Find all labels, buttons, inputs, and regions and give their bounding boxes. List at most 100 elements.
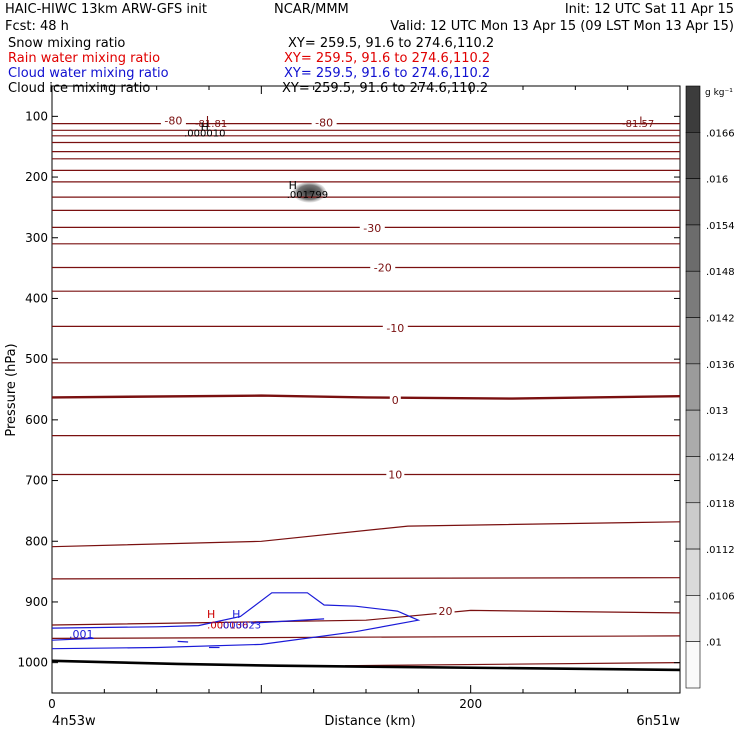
model-title: HAIC-HIWC 13km ARW-GFS init [5,2,207,17]
colorbar-tick-7: .0124 [706,452,735,463]
isotherm-23 [345,662,681,667]
y-tick-label: 100 [25,109,48,123]
contour-label-bg [160,113,186,126]
valid-time: Valid: 12 UTC Mon 13 Apr 15 (09 LST Mon … [390,19,734,34]
plot-frame [51,85,681,694]
y-tick-label: 300 [25,231,48,245]
y-tick-label: 700 [25,474,48,488]
isotherm-label-0: -80 [164,115,182,128]
extremum-0: L [206,114,213,127]
cloud-water-contour-2 [177,640,189,643]
colorbar-swatch-4 [685,270,701,318]
colorbar-swatch-7 [685,409,701,457]
y-tick-label: 200 [25,170,48,184]
y-tick-label: 800 [25,534,48,548]
extremum-5: .000010 [184,129,225,140]
y-tick-label: 600 [25,413,48,427]
isotherm-label-4: -10 [386,322,404,335]
colorbar-swatch-11 [685,595,701,642]
extremum-4: H [201,121,209,134]
cloud-water-contour-0 [51,592,421,650]
isotherm-16 [51,394,681,400]
contour-label-bg [389,392,401,405]
extremum-8: H [207,608,215,621]
endpoint-right: 6n51w [636,714,680,729]
colorbar-tick-1: .016 [706,175,728,186]
y-tick-label: 900 [25,595,48,609]
cloud-water-contour-label: .001 [69,628,94,641]
extremum-9: .000136 [207,620,248,631]
isotherm-21 [51,609,681,626]
extremum-1: L [639,115,646,128]
y-tick-label: 1000 [17,656,48,670]
isotherm-20 [51,577,681,580]
center-title: NCAR/MMM [274,2,349,17]
contour-label-bg [436,604,455,617]
field-xy-cloud-water: XY= 259.5, 91.6 to 274.6,110.2 [284,66,490,81]
colorbar-swatch-3 [685,224,701,272]
colorbar-swatch-0 [685,85,701,133]
extremum-7: .001799 [287,190,328,201]
init-time: Init: 12 UTC Sat 11 Apr 15 [565,2,734,17]
colorbar-swatch-6 [685,363,701,411]
colorbar-tick-8: .0118 [706,499,735,510]
isotherm-label-5: 0 [392,394,399,407]
contour-label-bg [386,467,405,480]
field-label-ice: Cloud ice mixing ratio [8,81,150,96]
extremum-11: .000023 [220,620,261,631]
y-tick-label: 500 [25,352,48,366]
field-label-snow: Snow mixing ratio [8,36,125,51]
colorbar: .0166 .016 .0154 .0148 .0142 .0136 .013 .0124 .0… [685,85,735,689]
contour-label-bg [370,260,396,273]
colorbar-tick-3: .0148 [706,267,735,278]
extremum-6: H [289,179,297,192]
ground-surface [51,659,681,672]
colorbar-tick-10: .0106 [706,591,735,602]
colorbar-tick-6: .013 [706,406,728,417]
colorbar-swatch-5 [685,317,701,365]
colorbar-tick-11: .01 [706,638,722,649]
x-axis-title: Distance (km) [324,714,415,729]
colorbar-unit: g kg⁻¹ [705,88,733,98]
field-label-rain: Rain water mixing ratio [8,51,160,66]
colorbar-tick-9: .0112 [706,545,735,556]
colorbar-swatch-1 [685,132,701,179]
colorbar-swatch-12 [685,641,701,689]
contour-label-bg [382,321,408,334]
colorbar-swatch-9 [685,502,701,550]
contour-label-bg [359,221,385,234]
x-tick-label: 0 [48,697,56,711]
cloud-water-contour-1 [51,637,94,641]
colorbar-swatch-8 [685,456,701,504]
isotherm-label-3: -20 [374,261,392,274]
isotherm-label-2: -30 [363,222,381,235]
extremum-2: -81.81 [195,119,227,130]
extremum-3: -81.57 [622,119,654,130]
y-axis-title: Pressure (hPa) [4,343,19,436]
field-label-cloud-water: Cloud water mixing ratio [8,66,169,81]
extremum-10: H [232,608,240,621]
cloud-water-contour-4 [250,618,325,624]
colorbar-tick-5: .0136 [706,360,735,371]
y-tick-label: 400 [25,291,48,305]
isotherm-19 [51,521,681,548]
colorbar-swatch-10 [685,548,701,596]
colorbar-tick-2: .0154 [706,221,735,232]
isotherm-label-7: 20 [439,605,453,618]
endpoint-left: 4n53w [52,714,96,729]
colorbar-tick-4: .0142 [706,314,735,325]
forecast-hour: Fcst: 48 h [5,19,69,34]
colorbar-tick-0: .0166 [706,128,735,139]
isotherm-22 [51,635,681,639]
contour-label-bg [311,115,337,128]
isotherm-label-6: 10 [388,468,402,481]
field-xy-ice: XY= 259.5, 91.6 to 274.6,110.2 [282,81,488,96]
isotherm-label-1: -80 [315,116,333,129]
field-xy-snow: XY= 259.5, 91.6 to 274.6,110.2 [288,36,494,51]
colorbar-swatch-2 [685,178,701,226]
field-xy-rain: XY= 259.5, 91.6 to 274.6,110.2 [284,51,490,66]
x-tick-label: 200 [459,697,482,711]
